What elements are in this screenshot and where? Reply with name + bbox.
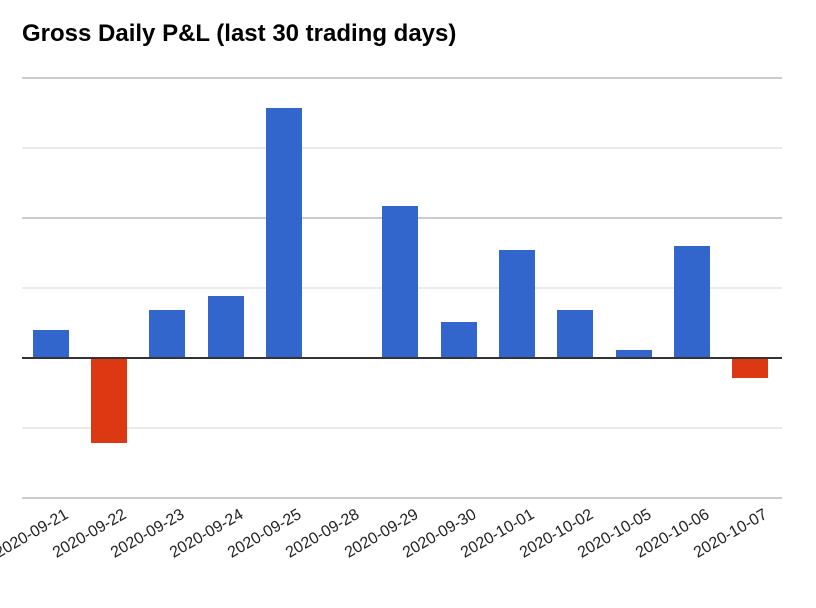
bar-2020-09-30[interactable] — [440, 322, 477, 358]
gridline — [22, 147, 782, 149]
bar-2020-10-02[interactable] — [557, 309, 594, 358]
gridline — [22, 77, 782, 79]
bar-2020-09-21[interactable] — [32, 330, 69, 358]
bar-2020-10-05[interactable] — [615, 350, 652, 358]
bar-2020-10-07[interactable] — [732, 358, 769, 379]
bar-2020-09-25[interactable] — [265, 108, 302, 358]
gridline — [22, 427, 782, 429]
bar-2020-10-06[interactable] — [673, 246, 710, 358]
chart-title: Gross Daily P&L (last 30 trading days) — [22, 20, 457, 47]
bar-2020-09-29[interactable] — [382, 206, 419, 358]
bar-2020-10-01[interactable] — [499, 250, 536, 358]
bar-2020-09-22[interactable] — [90, 358, 127, 443]
bar-2020-09-24[interactable] — [207, 295, 244, 358]
zero-baseline — [22, 357, 782, 359]
bar-2020-09-23[interactable] — [149, 309, 186, 358]
gridline — [22, 497, 782, 499]
